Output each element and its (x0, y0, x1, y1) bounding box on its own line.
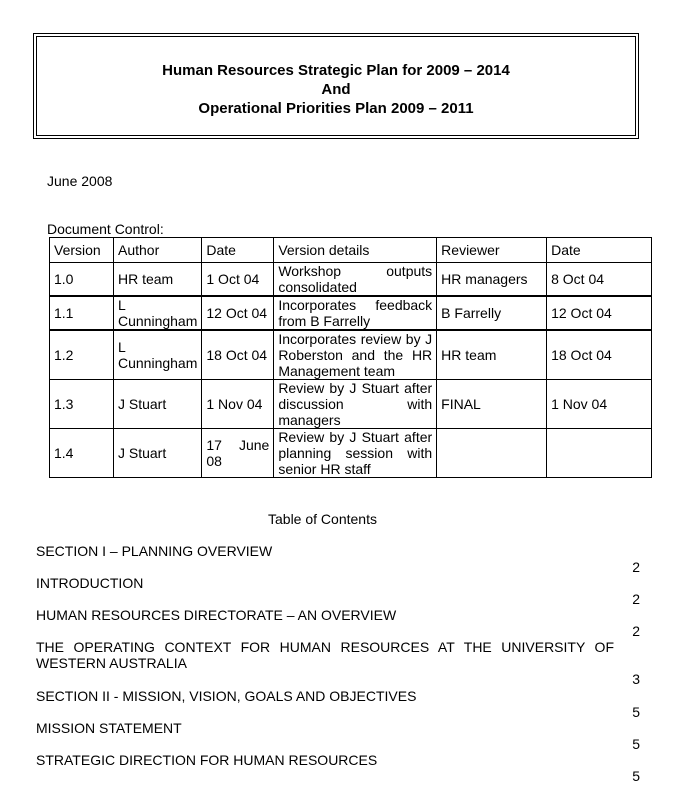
toc-entry-page: 3 (632, 671, 640, 687)
table-cell: Review by J Stuart after planning sessio… (273, 428, 438, 478)
table-cell (546, 428, 652, 478)
toc-entry-page: 5 (632, 704, 640, 720)
toc-entry-text: INTRODUCTION (36, 575, 144, 591)
table-cell: 1 Oct 04 (201, 262, 275, 297)
table-cell: 8 Oct 04 (546, 262, 652, 297)
toc-entry-text: HUMAN RESOURCES DIRECTORATE – AN OVERVIE… (36, 607, 397, 623)
table-row: 1.3 J Stuart 1 Nov 04 Review by J Stuart af… (49, 379, 652, 429)
table-cell: Review by J Stuart after discussion with… (273, 379, 438, 429)
toc-entry-page: 2 (632, 623, 640, 639)
table-cell: B Farrelly (436, 295, 548, 331)
table-cell: 12 Oct 04 (201, 295, 275, 331)
table-row: 1.4 J Stuart 17 June 08 Review by J Stuart … (49, 428, 652, 478)
table-cell: 12 Oct 04 (546, 295, 652, 331)
table-cell: 1 Nov 04 (201, 379, 275, 429)
table-cell: Workshop outputs consolidated (273, 262, 438, 297)
toc-entry-text: SECTION II - MISSION, VISION, GOALS AND … (36, 688, 417, 704)
document-date: June 2008 (47, 173, 113, 189)
title-line-1: Human Resources Strategic Plan for 2009 … (162, 62, 510, 79)
table-cell (436, 428, 548, 478)
toc-entry[interactable]: STRATEGIC DIRECTION FOR HUMAN RESOURCES 5 (36, 752, 640, 784)
column-header: Date (201, 237, 275, 263)
table-cell: L Cunningham (112, 295, 203, 331)
table-cell: HR managers (436, 262, 548, 297)
title-line-3: Operational Priorities Plan 2009 – 2011 (198, 100, 474, 117)
table-row: 1.2 L Cunningham 18 Oct 04 Incorporates rev… (49, 329, 652, 380)
document-control-label: Document Control: (47, 221, 164, 237)
toc-entry[interactable]: SECTION II - MISSION, VISION, GOALS AND … (36, 688, 640, 720)
table-cell: J Stuart (112, 428, 203, 478)
toc-entry-page: 5 (632, 768, 640, 784)
table-cell: Incorporates feedback from B Farrelly (273, 295, 438, 331)
table-row: 1.1 L Cunningham 12 Oct 04 Incorporates fee… (49, 295, 652, 331)
table-cell: 17 June 08 (201, 428, 275, 478)
table-cell: 1.2 (49, 329, 114, 380)
title-line-2: And (321, 81, 351, 98)
table-cell: 1.1 (49, 295, 114, 331)
table-cell: 1.0 (49, 262, 114, 297)
toc-entry-page: 2 (632, 559, 640, 575)
table-cell: L Cunningham (112, 329, 203, 380)
table-cell: 1.4 (49, 428, 114, 478)
toc-entry-text: SECTION I – PLANNING OVERVIEW (36, 543, 273, 559)
toc-entry-page: 5 (632, 736, 640, 752)
toc-entry-page: 2 (632, 591, 640, 607)
table-cell: 18 Oct 04 (201, 329, 275, 380)
table-cell: HR team (436, 329, 548, 380)
title-box: Human Resources Strategic Plan for 2009 … (33, 33, 639, 139)
column-header: Date (546, 237, 652, 263)
column-header: Version (49, 237, 114, 263)
column-header: Author (112, 237, 203, 263)
toc-entry[interactable]: INTRODUCTION 2 (36, 575, 640, 607)
table-header-row: Version Author Date Version details Reviewer… (49, 237, 652, 263)
toc-entry-text: MISSION STATEMENT (36, 720, 182, 736)
toc-title: Table of Contents (268, 511, 377, 527)
toc-entry[interactable]: HUMAN RESOURCES DIRECTORATE – AN OVERVIE… (36, 607, 640, 639)
table-cell: 1 Nov 04 (546, 379, 652, 429)
table-cell: Incorporates review by J Roberston and t… (273, 329, 438, 380)
table-cell: 18 Oct 04 (546, 329, 652, 380)
toc-entry-text: THE OPERATING CONTEXT FOR HUMAN RESOURCE… (36, 639, 614, 671)
table-cell: 1.3 (49, 379, 114, 429)
table-row: 1.0 HR team 1 Oct 04 Workshop outputs conso… (49, 262, 652, 297)
document-control-table: Version Author Date Version details Reviewer… (49, 237, 652, 478)
toc-entry[interactable]: MISSION STATEMENT 5 (36, 720, 640, 752)
toc-entry[interactable]: THE OPERATING CONTEXT FOR HUMAN RESOURCE… (36, 639, 640, 687)
table-cell: HR team (112, 262, 203, 297)
toc-entry-text: STRATEGIC DIRECTION FOR HUMAN RESOURCES (36, 752, 378, 768)
table-cell: FINAL (436, 379, 548, 429)
toc-entry[interactable]: SECTION I – PLANNING OVERVIEW 2 (36, 543, 640, 575)
column-header: Version details (273, 237, 438, 263)
table-cell: J Stuart (112, 379, 203, 429)
column-header: Reviewer (436, 237, 548, 263)
